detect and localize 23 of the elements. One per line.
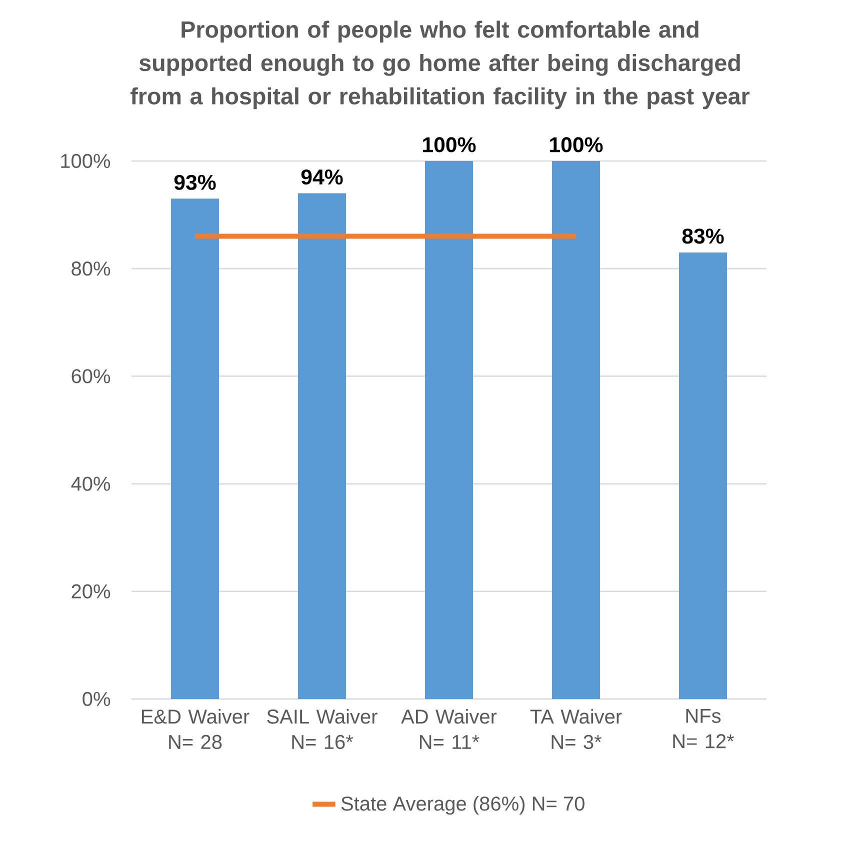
- y-tick-label: 0%: [82, 692, 110, 706]
- bar: [425, 160, 473, 699]
- bar: [171, 198, 219, 699]
- y-tick-label: 100%: [61, 154, 110, 168]
- y-tick-label: 40%: [71, 476, 110, 491]
- data-label: 100%: [550, 137, 603, 152]
- y-tick-label: 60%: [72, 369, 110, 384]
- x-tick-label: TA Waiver N= 3*: [530, 709, 622, 750]
- bar: [552, 160, 600, 699]
- x-tick-label: AD Waiver N= 11*: [401, 709, 497, 749]
- x-tick-label: SAIL Waiver N= 16*: [267, 709, 378, 750]
- legend-label: State Average (86%) N= 70: [341, 796, 584, 815]
- bar: [298, 193, 346, 699]
- x-tick-label: E&D Waiver N= 28: [142, 709, 250, 750]
- y-tick-label: 20%: [72, 584, 110, 598]
- data-label: 83%: [682, 228, 724, 244]
- data-label: 94%: [301, 169, 343, 185]
- chart-title: Proportion of people who felt comfortable and supported enough to go home after being discharged from a hospital or rehabilitation facility in the past year: [130, 20, 750, 110]
- y-tick-label: 80%: [72, 262, 110, 276]
- bar: [679, 252, 727, 699]
- data-label: 100%: [423, 137, 476, 152]
- data-label: 93%: [174, 174, 216, 190]
- x-tick-label: NFs N= 12*: [673, 709, 734, 748]
